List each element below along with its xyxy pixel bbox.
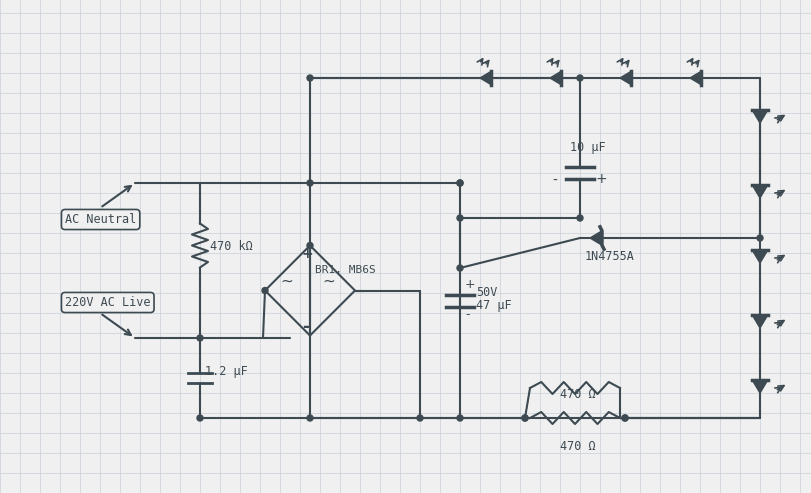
- Circle shape: [307, 415, 312, 421]
- Polygon shape: [590, 231, 601, 245]
- Text: +: +: [595, 172, 607, 186]
- Circle shape: [621, 415, 627, 421]
- Polygon shape: [751, 380, 767, 393]
- Text: +: +: [465, 279, 475, 291]
- Text: ~: ~: [280, 274, 293, 288]
- Circle shape: [621, 415, 627, 421]
- Circle shape: [197, 415, 203, 421]
- Text: BR1, MB6S: BR1, MB6S: [315, 265, 375, 275]
- Polygon shape: [751, 185, 767, 198]
- Circle shape: [417, 415, 423, 421]
- Polygon shape: [620, 71, 630, 85]
- Text: -: -: [551, 174, 556, 188]
- Polygon shape: [689, 71, 700, 85]
- Circle shape: [521, 415, 527, 421]
- Text: 470 Ω: 470 Ω: [560, 388, 595, 401]
- Text: +: +: [302, 246, 313, 260]
- Circle shape: [457, 265, 462, 271]
- Circle shape: [307, 180, 312, 186]
- Polygon shape: [479, 71, 491, 85]
- Circle shape: [307, 75, 312, 81]
- Polygon shape: [751, 315, 767, 328]
- Text: 470 kΩ: 470 kΩ: [210, 241, 252, 253]
- Text: 470 Ω: 470 Ω: [560, 440, 595, 453]
- Text: -: -: [302, 317, 308, 336]
- Circle shape: [521, 415, 527, 421]
- Text: 50V: 50V: [475, 285, 497, 298]
- Circle shape: [577, 75, 582, 81]
- Polygon shape: [549, 71, 560, 85]
- Circle shape: [577, 215, 582, 221]
- Circle shape: [457, 415, 462, 421]
- Text: 1N4755A: 1N4755A: [584, 250, 634, 263]
- Circle shape: [262, 287, 268, 293]
- Circle shape: [457, 215, 462, 221]
- Circle shape: [197, 335, 203, 341]
- Polygon shape: [751, 110, 767, 123]
- Text: 10 μF: 10 μF: [569, 141, 605, 154]
- Polygon shape: [751, 250, 767, 263]
- Text: 1.2 μF: 1.2 μF: [204, 365, 247, 378]
- Circle shape: [457, 180, 462, 186]
- Circle shape: [756, 235, 762, 241]
- Text: AC Neutral: AC Neutral: [65, 213, 136, 226]
- Text: 47 μF: 47 μF: [475, 298, 511, 312]
- Text: 220V AC Live: 220V AC Live: [65, 296, 150, 309]
- Circle shape: [307, 243, 312, 248]
- Circle shape: [457, 180, 462, 186]
- Text: -: -: [465, 309, 469, 321]
- Text: ~: ~: [322, 274, 334, 288]
